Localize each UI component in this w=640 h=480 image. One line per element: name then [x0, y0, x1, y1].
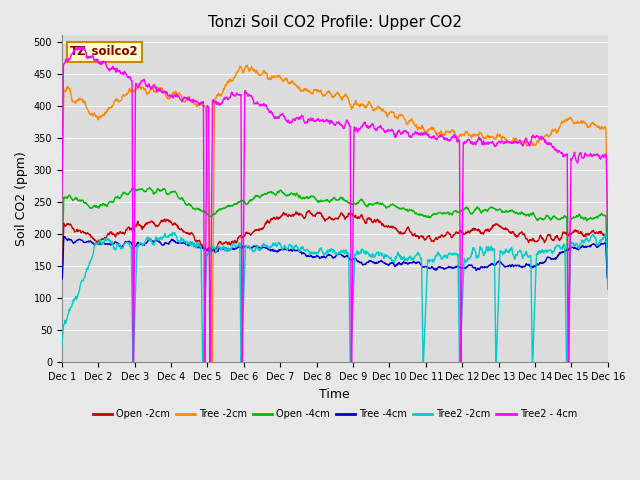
Y-axis label: Soil CO2 (ppm): Soil CO2 (ppm) [15, 152, 28, 246]
Legend: Open -2cm, Tree -2cm, Open -4cm, Tree -4cm, Tree2 -2cm, Tree2 - 4cm: Open -2cm, Tree -2cm, Open -4cm, Tree -4… [89, 405, 581, 423]
Title: Tonzi Soil CO2 Profile: Upper CO2: Tonzi Soil CO2 Profile: Upper CO2 [208, 15, 462, 30]
X-axis label: Time: Time [319, 388, 350, 401]
Text: TZ_soilco2: TZ_soilco2 [70, 45, 139, 58]
